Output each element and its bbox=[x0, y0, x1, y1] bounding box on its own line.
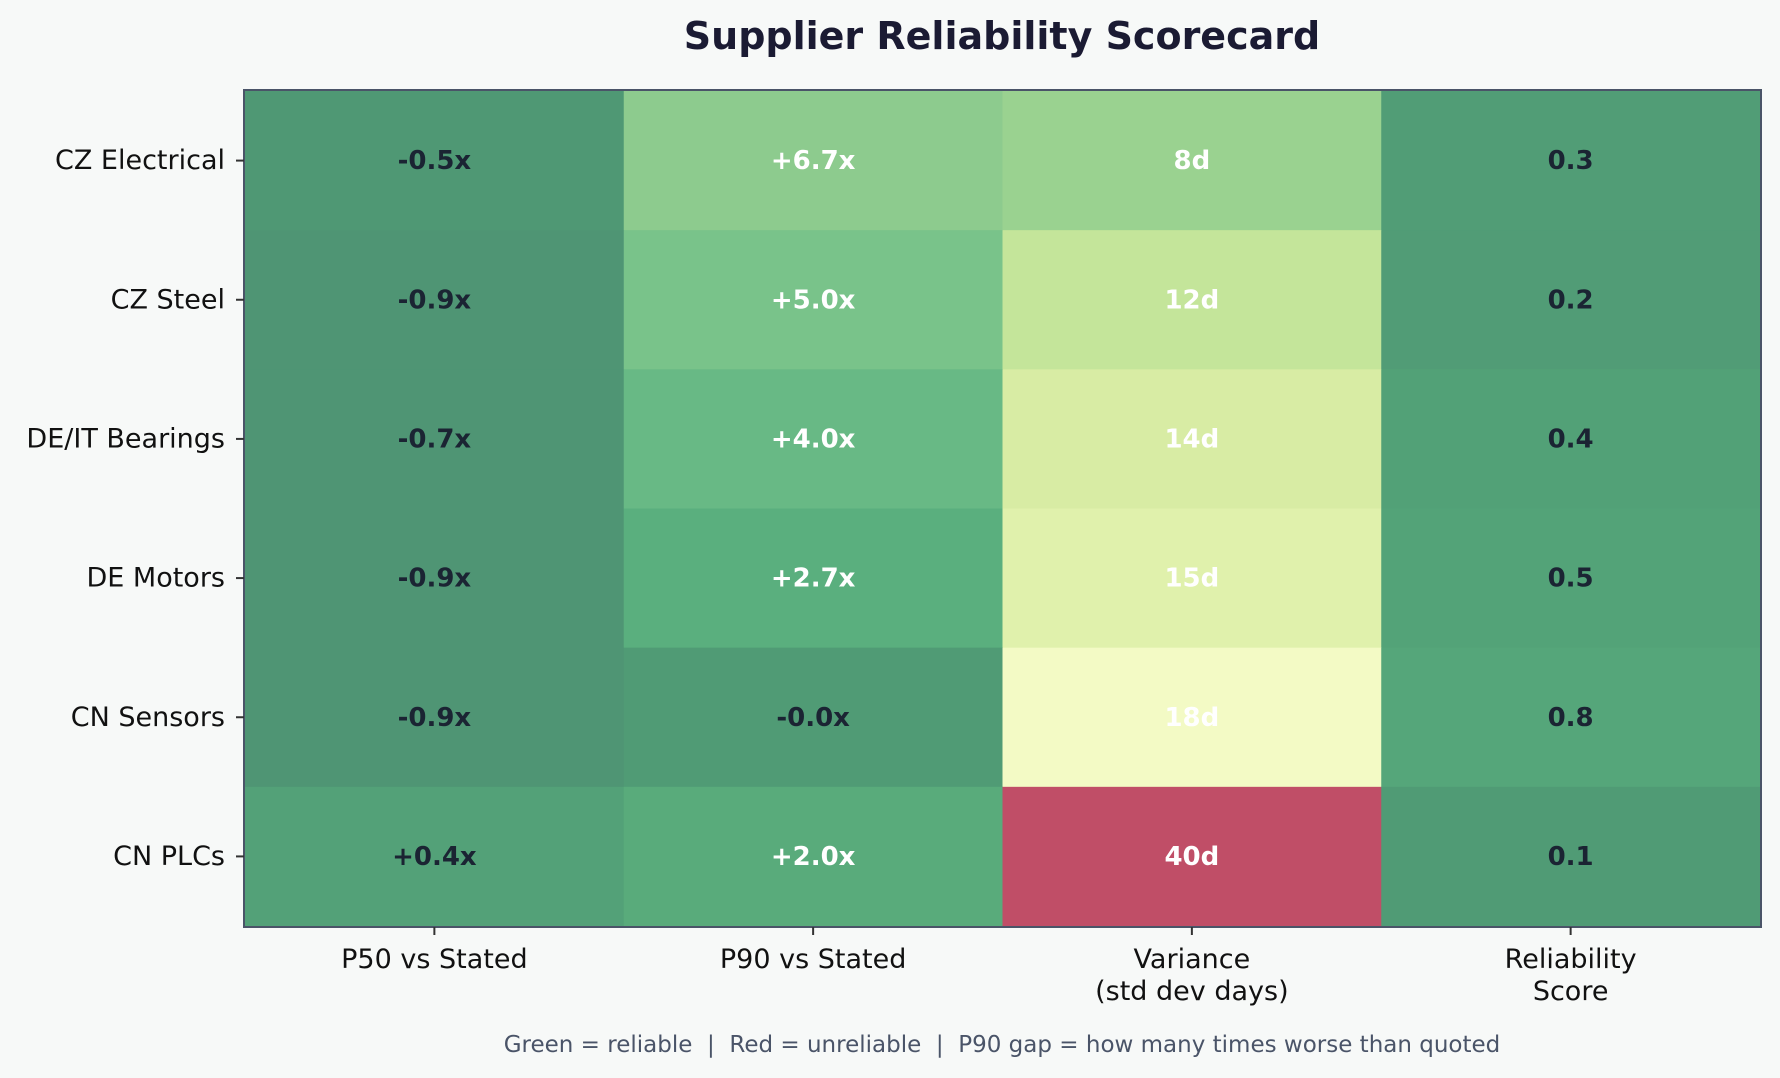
column-label: P90 vs Stated bbox=[720, 944, 906, 975]
cell-value-label: +6.7x bbox=[771, 146, 856, 176]
heatmap-cell bbox=[1002, 508, 1382, 649]
heatmap-cell bbox=[1381, 369, 1761, 509]
cell-value-label: +0.4x bbox=[392, 842, 477, 872]
heatmap-cell bbox=[1381, 786, 1761, 927]
heatmap-cell bbox=[1381, 508, 1761, 649]
heatmap-cell bbox=[245, 230, 625, 370]
heatmap-cell bbox=[245, 91, 625, 231]
heatmap-cell bbox=[1002, 91, 1382, 231]
cell-value-label: -0.9x bbox=[398, 703, 472, 733]
axis-labels: CZ Electrical CZ Steel DE/IT Bearings DE Mo… bbox=[26, 145, 1636, 1007]
cell-value-label: 0.3 bbox=[1548, 146, 1594, 176]
heatmap-cell bbox=[623, 786, 1003, 927]
cell-value-label: 0.5 bbox=[1548, 564, 1594, 594]
footnote: Green = reliable | Red = unreliable | P9… bbox=[504, 1032, 1501, 1058]
heatmap-cell bbox=[1002, 647, 1382, 788]
cell-value-label: +5.0x bbox=[771, 285, 856, 315]
cell-value-label: 18d bbox=[1164, 703, 1219, 733]
heatmap-cell bbox=[245, 508, 625, 649]
cell-value-label: 8d bbox=[1174, 146, 1211, 176]
cell-value-label: -0.9x bbox=[398, 285, 472, 315]
cell-value-label: -0.0x bbox=[776, 703, 850, 733]
cell-value-label: 0.1 bbox=[1548, 842, 1594, 872]
chart-title: Supplier Reliability Scorecard bbox=[684, 14, 1320, 58]
cell-value-label: 0.4 bbox=[1548, 424, 1594, 454]
row-label: DE/IT Bearings bbox=[26, 423, 225, 454]
cell-value-label: 15d bbox=[1164, 564, 1219, 594]
cell-value-label: +2.7x bbox=[771, 564, 856, 594]
cell-value-label: -0.7x bbox=[398, 424, 472, 454]
row-label: CZ Electrical bbox=[55, 145, 225, 176]
heatmap-cell bbox=[245, 369, 625, 509]
row-label: DE Motors bbox=[86, 563, 225, 594]
heatmap-cell bbox=[245, 647, 625, 788]
cell-value-label: -0.9x bbox=[398, 564, 472, 594]
row-label: CZ Steel bbox=[111, 284, 225, 315]
heatmap-cell bbox=[623, 369, 1003, 509]
heatmap-cell bbox=[245, 786, 625, 927]
cell-value-label: -0.5x bbox=[398, 146, 472, 176]
heatmap-cell bbox=[623, 508, 1003, 649]
cell-value-label: 12d bbox=[1164, 285, 1219, 315]
cell-value-label: 40d bbox=[1164, 842, 1219, 872]
heatmap-cell bbox=[1002, 230, 1382, 370]
heatmap-cell bbox=[1381, 91, 1761, 231]
heatmap-cell bbox=[623, 647, 1003, 788]
cell-value-label: 0.8 bbox=[1548, 703, 1594, 733]
heatmap-cell bbox=[1002, 786, 1382, 927]
cell-value-label: 0.2 bbox=[1548, 285, 1594, 315]
row-label: CN Sensors bbox=[71, 702, 225, 733]
heatmap-cell bbox=[623, 91, 1003, 231]
heatmap-cell bbox=[1381, 230, 1761, 370]
cell-value-label: +4.0x bbox=[771, 424, 856, 454]
column-label: P50 vs Stated bbox=[341, 944, 527, 975]
cell-value-label: 14d bbox=[1164, 424, 1219, 454]
plot-frame bbox=[243, 89, 1762, 928]
heatmap-cell bbox=[1381, 647, 1761, 788]
heatmap-cell bbox=[1002, 369, 1382, 509]
cell-value-label: +2.0x bbox=[771, 842, 856, 872]
heatmap-cells: -0.5x +6.7x 8d 0.3 -0.9x +5.0x 12d 0.2 -0.7x +4.0… bbox=[245, 91, 1761, 927]
column-label: Reliability Score bbox=[1505, 944, 1637, 1007]
row-label: CN PLCs bbox=[113, 841, 225, 872]
column-label: Variance (std dev days) bbox=[1095, 944, 1288, 1007]
heatmap-cell bbox=[623, 230, 1003, 370]
